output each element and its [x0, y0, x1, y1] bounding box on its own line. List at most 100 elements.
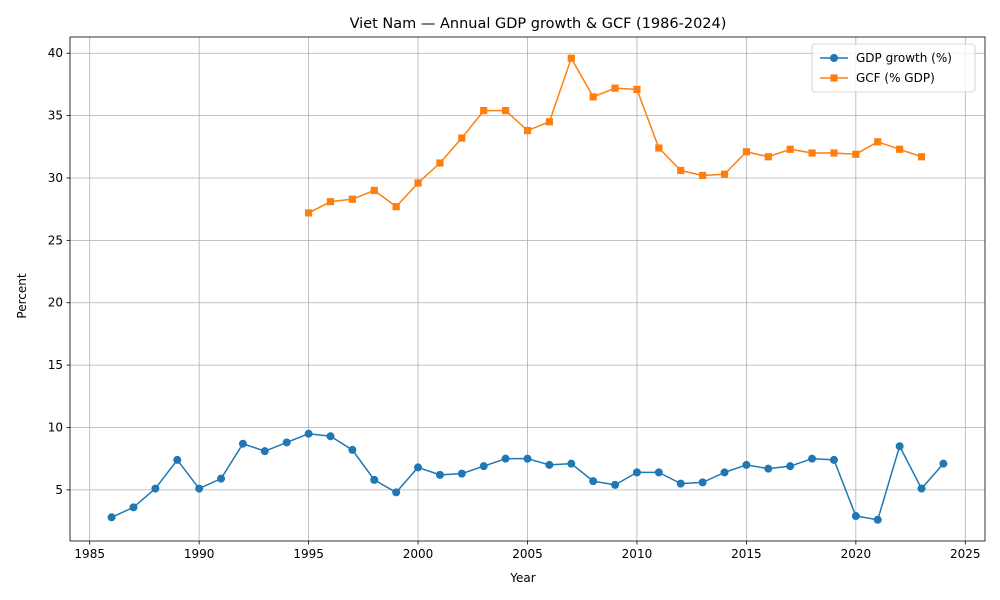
legend-marker: [830, 74, 838, 82]
data-point: [414, 463, 423, 472]
data-point: [742, 460, 751, 469]
data-point: [238, 439, 247, 448]
data-point: [107, 513, 116, 522]
data-point: [260, 447, 269, 456]
data-point: [611, 84, 619, 92]
data-point: [873, 515, 882, 524]
y-tick-label: 30: [48, 171, 63, 185]
data-point: [436, 159, 444, 167]
data-point: [655, 144, 663, 152]
data-point: [896, 145, 904, 153]
data-point: [567, 54, 575, 62]
legend-label: GCF (% GDP): [856, 71, 935, 85]
data-point: [545, 460, 554, 469]
chart-title: Viet Nam — Annual GDP growth & GCF (1986…: [350, 16, 727, 32]
x-tick-label: 2005: [512, 547, 543, 561]
x-tick-label: 2000: [403, 547, 434, 561]
data-point: [742, 148, 750, 156]
data-point: [458, 134, 466, 142]
x-tick-label: 2025: [950, 547, 981, 561]
data-point: [808, 149, 816, 157]
data-point: [567, 459, 576, 468]
plot-area: 1985 1990 1995 2000 2005 2010 2015 2020 2025 5 10…: [48, 36, 986, 561]
y-tick-label: 5: [55, 483, 63, 497]
data-point: [786, 462, 795, 471]
data-point: [698, 478, 707, 487]
x-tick-label: 2020: [841, 547, 872, 561]
y-axis-ticks: 5 10 15 20 25 30 35 40: [48, 46, 70, 497]
data-point: [392, 203, 400, 211]
data-point: [151, 484, 160, 493]
data-point: [939, 459, 948, 468]
x-axis-ticks: 1985 1990 1995 2000 2005 2010 2015 2020 2025: [74, 541, 981, 561]
data-point: [479, 462, 488, 471]
data-point: [501, 454, 510, 463]
data-point: [611, 480, 620, 489]
y-tick-label: 40: [48, 46, 63, 60]
x-tick-label: 2015: [731, 547, 762, 561]
data-point: [676, 479, 685, 488]
data-point: [829, 455, 838, 464]
y-tick-label: 15: [48, 358, 63, 372]
data-point: [480, 107, 488, 115]
data-point: [217, 474, 226, 483]
data-point: [699, 171, 707, 180]
data-point: [304, 429, 313, 438]
data-point: [830, 149, 838, 157]
x-tick-label: 1995: [293, 547, 324, 561]
data-point: [457, 469, 466, 478]
legend-item: GCF (% GDP): [820, 71, 935, 85]
data-point: [589, 477, 598, 486]
grid: [70, 37, 985, 541]
data-point: [414, 179, 422, 187]
data-point: [348, 195, 356, 203]
data-point: [895, 442, 904, 451]
data-point: [917, 153, 926, 161]
data-point: [632, 468, 641, 477]
y-tick-label: 10: [48, 420, 63, 434]
legend: GDP growth (%) GCF (% GDP): [811, 43, 976, 93]
data-point: [435, 470, 444, 479]
data-point: [589, 93, 597, 101]
data-point: [677, 166, 685, 175]
series-layer: [107, 54, 948, 524]
data-point: [370, 186, 378, 195]
x-tick-label: 1990: [184, 547, 215, 561]
legend-label: GDP growth (%): [856, 51, 952, 65]
data-point: [720, 170, 729, 178]
series-gdp-growth: [107, 429, 948, 524]
data-point: [545, 118, 553, 126]
legend-item: GDP growth (%): [820, 51, 952, 65]
legend-box: [811, 43, 976, 93]
series-gcf: [305, 54, 926, 217]
data-point: [195, 484, 204, 493]
data-point: [370, 475, 379, 484]
data-point: [851, 512, 860, 521]
data-point: [764, 153, 772, 161]
x-tick-label: 2010: [622, 547, 653, 561]
data-point: [502, 107, 510, 115]
legend-marker: [830, 54, 838, 62]
data-point: [874, 138, 882, 146]
data-point: [786, 145, 794, 153]
y-axis-label: Percent: [15, 273, 29, 318]
data-point: [326, 198, 335, 206]
data-point: [808, 454, 817, 463]
y-tick-label: 35: [48, 109, 63, 123]
data-point: [282, 438, 291, 447]
data-point: [764, 464, 773, 473]
x-axis-label: Year: [509, 571, 535, 585]
data-point: [654, 468, 663, 477]
y-tick-label: 25: [48, 233, 63, 247]
data-point: [326, 432, 335, 441]
data-point: [305, 209, 313, 217]
x-tick-label: 1985: [74, 547, 105, 561]
data-point: [917, 484, 926, 493]
data-point: [392, 488, 401, 497]
data-point: [129, 503, 138, 512]
data-point: [852, 150, 860, 158]
data-point: [523, 126, 532, 135]
data-point: [633, 85, 641, 93]
